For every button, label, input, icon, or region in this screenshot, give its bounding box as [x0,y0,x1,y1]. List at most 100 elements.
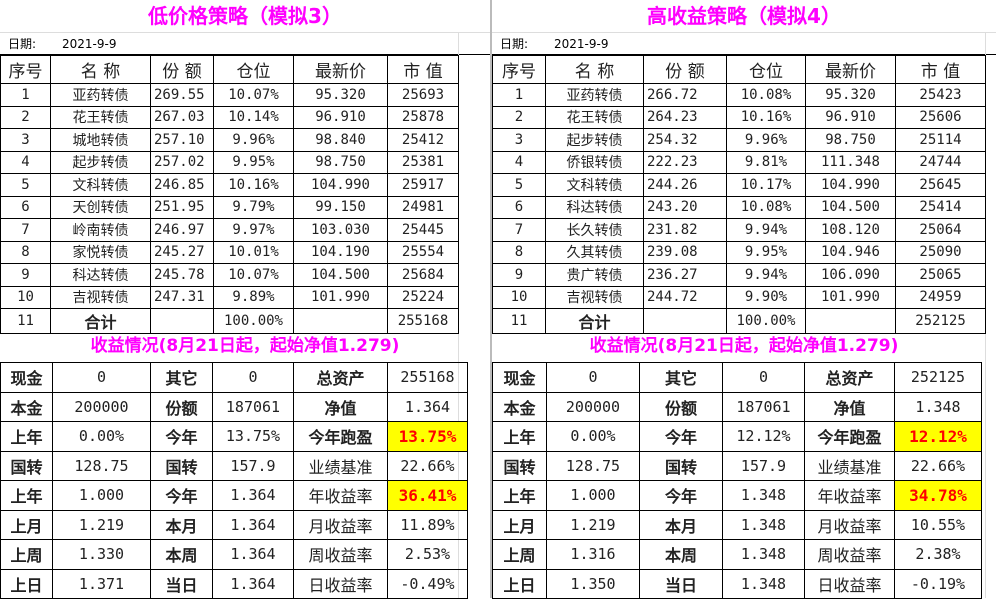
stat-label: 净值 [804,391,895,422]
stat-value: 187061 [212,391,294,422]
stats-row: 上日 1.371 当日 1.364 日收益率 -0.49% [0,568,468,599]
stat-label: 今年 [150,421,213,452]
stat-label: 月收益率 [804,509,895,540]
stat-label: 业绩基准 [293,450,388,481]
row-number-cell: 4 [492,150,546,174]
table-row: 3 起步转债 254.32 9.96% 98.750 25114 [492,128,986,152]
column-header: 序号 [0,55,51,84]
market-value-cell: 25412 [387,128,459,152]
stats-row: 上周 1.316 本周 1.348 周收益率 2.38% [492,539,982,570]
stat-value: 0.00% [52,421,151,452]
market-value-cell: 24959 [895,285,986,309]
shares-cell: 251.95 [150,195,214,219]
stat-value: 2.38% [894,539,982,570]
stat-value: 157.9 [212,450,294,481]
table-row: 1 亚药转债 266.72 10.08% 95.320 25423 [492,83,986,107]
returns-table: 现金 0 其它 0 总资产 252125 本金 200000 份额 187061 净值 1.348 上年… [492,362,982,599]
shares-cell: 244.26 [643,173,727,197]
latest-price-cell: 104.500 [805,195,896,219]
position-cell: 10.16% [726,105,806,129]
panel-divider [490,0,492,598]
shares-cell: 264.23 [643,105,727,129]
shares-cell: 245.27 [150,240,214,264]
position-cell: 9.81% [726,150,806,174]
stat-label: 上周 [0,539,53,570]
stat-value: 22.66% [894,450,982,481]
table-row: 10 吉视转债 247.31 9.89% 101.990 25224 [0,285,459,309]
row-number-cell: 5 [492,173,546,197]
table-row: 10 吉视转债 244.72 9.90% 101.990 24959 [492,285,986,309]
market-value-cell: 25645 [895,173,986,197]
stat-label: 年收益率 [804,480,895,511]
stat-value: 13.75% [212,421,294,452]
stat-label: 本金 [492,391,547,422]
column-header: 最新价 [293,55,388,84]
shares-cell: 239.08 [643,240,727,264]
stat-value: 0 [722,362,805,393]
latest-price-cell: 108.120 [805,218,896,242]
market-value-cell: 25606 [895,105,986,129]
stat-value: 1.348 [722,509,805,540]
market-value-cell: 25693 [387,83,459,107]
shares-cell: 236.27 [643,263,727,287]
panel-high-yield-strategy: 高收益策略（模拟4） 日期: 2021-9-9 序号名 称份 额仓位 最新价市 值… [492,0,996,599]
position-cell: 10.07% [213,83,294,107]
stats-row: 现金 0 其它 0 总资产 255168 [0,362,468,393]
position-cell: 9.95% [726,240,806,264]
shares-cell: 222.23 [643,150,727,174]
shares-cell: 257.10 [150,128,214,152]
position-cell: 9.94% [726,263,806,287]
stat-value: 12.12% [722,421,805,452]
bond-name-cell: 贵广转债 [545,263,644,287]
bond-name-cell: 亚药转债 [50,83,151,107]
column-header: 仓位 [726,55,806,84]
bond-name-cell: 吉视转债 [545,285,644,309]
column-header: 最新价 [805,55,896,84]
stat-value: 1.371 [52,568,151,599]
stat-value: 1.219 [52,509,151,540]
stat-value: 128.75 [52,450,151,481]
date-value: 2021-9-9 [554,37,609,51]
shares-cell [643,308,727,334]
table-row: 6 天创转债 251.95 9.79% 99.150 24981 [0,195,459,219]
stat-label: 现金 [0,362,53,393]
market-value-cell: 25064 [895,218,986,242]
row-number-cell: 10 [0,285,51,309]
stat-label: 本月 [639,509,723,540]
bond-name-cell: 花王转债 [50,105,151,129]
market-value-cell: 25114 [895,128,986,152]
table-row: 4 侨银转债 222.23 9.81% 111.348 24744 [492,150,986,174]
stat-value: 1.000 [546,480,640,511]
market-value-cell: 252125 [895,308,986,334]
stat-label: 其它 [639,362,723,393]
stats-row: 国转 128.75 国转 157.9 业绩基准 22.66% [492,450,982,481]
market-value-cell: 24981 [387,195,459,219]
bond-name-cell: 岭南转债 [50,218,151,242]
stat-value: 1.364 [387,391,468,422]
holdings-table: 序号名 称份 额仓位 最新价市 值 1 亚药转债 269.55 10.07% 95.320 2… [0,55,459,334]
latest-price-cell: 95.320 [293,83,388,107]
panel-title: 高收益策略（模拟4） [492,0,996,33]
stat-value: 1.364 [212,509,294,540]
returns-subtitle: 收益情况(8月21日起，起始净值1.279) [589,336,899,356]
shares-cell: 245.78 [150,263,214,287]
market-value-cell: 24744 [895,150,986,174]
row-number-cell: 1 [492,83,546,107]
latest-price-cell: 104.990 [293,173,388,197]
stat-label: 当日 [639,568,723,599]
bond-name-cell: 家悦转债 [50,240,151,264]
latest-price-cell: 98.750 [805,128,896,152]
latest-price-cell: 98.750 [293,150,388,174]
stat-value: 1.364 [212,568,294,599]
shares-cell: 267.03 [150,105,214,129]
row-number-cell: 8 [492,240,546,264]
market-value-cell: 25878 [387,105,459,129]
latest-price-cell: 104.190 [293,240,388,264]
position-cell: 10.14% [213,105,294,129]
table-row: 5 文科转债 246.85 10.16% 104.990 25917 [0,173,459,197]
position-cell: 10.01% [213,240,294,264]
stat-label: 今年跑盈 [293,421,388,452]
stat-value: 157.9 [722,450,805,481]
panel-title: 低价格策略（模拟3） [0,0,490,33]
stat-value: 1.348 [722,480,805,511]
